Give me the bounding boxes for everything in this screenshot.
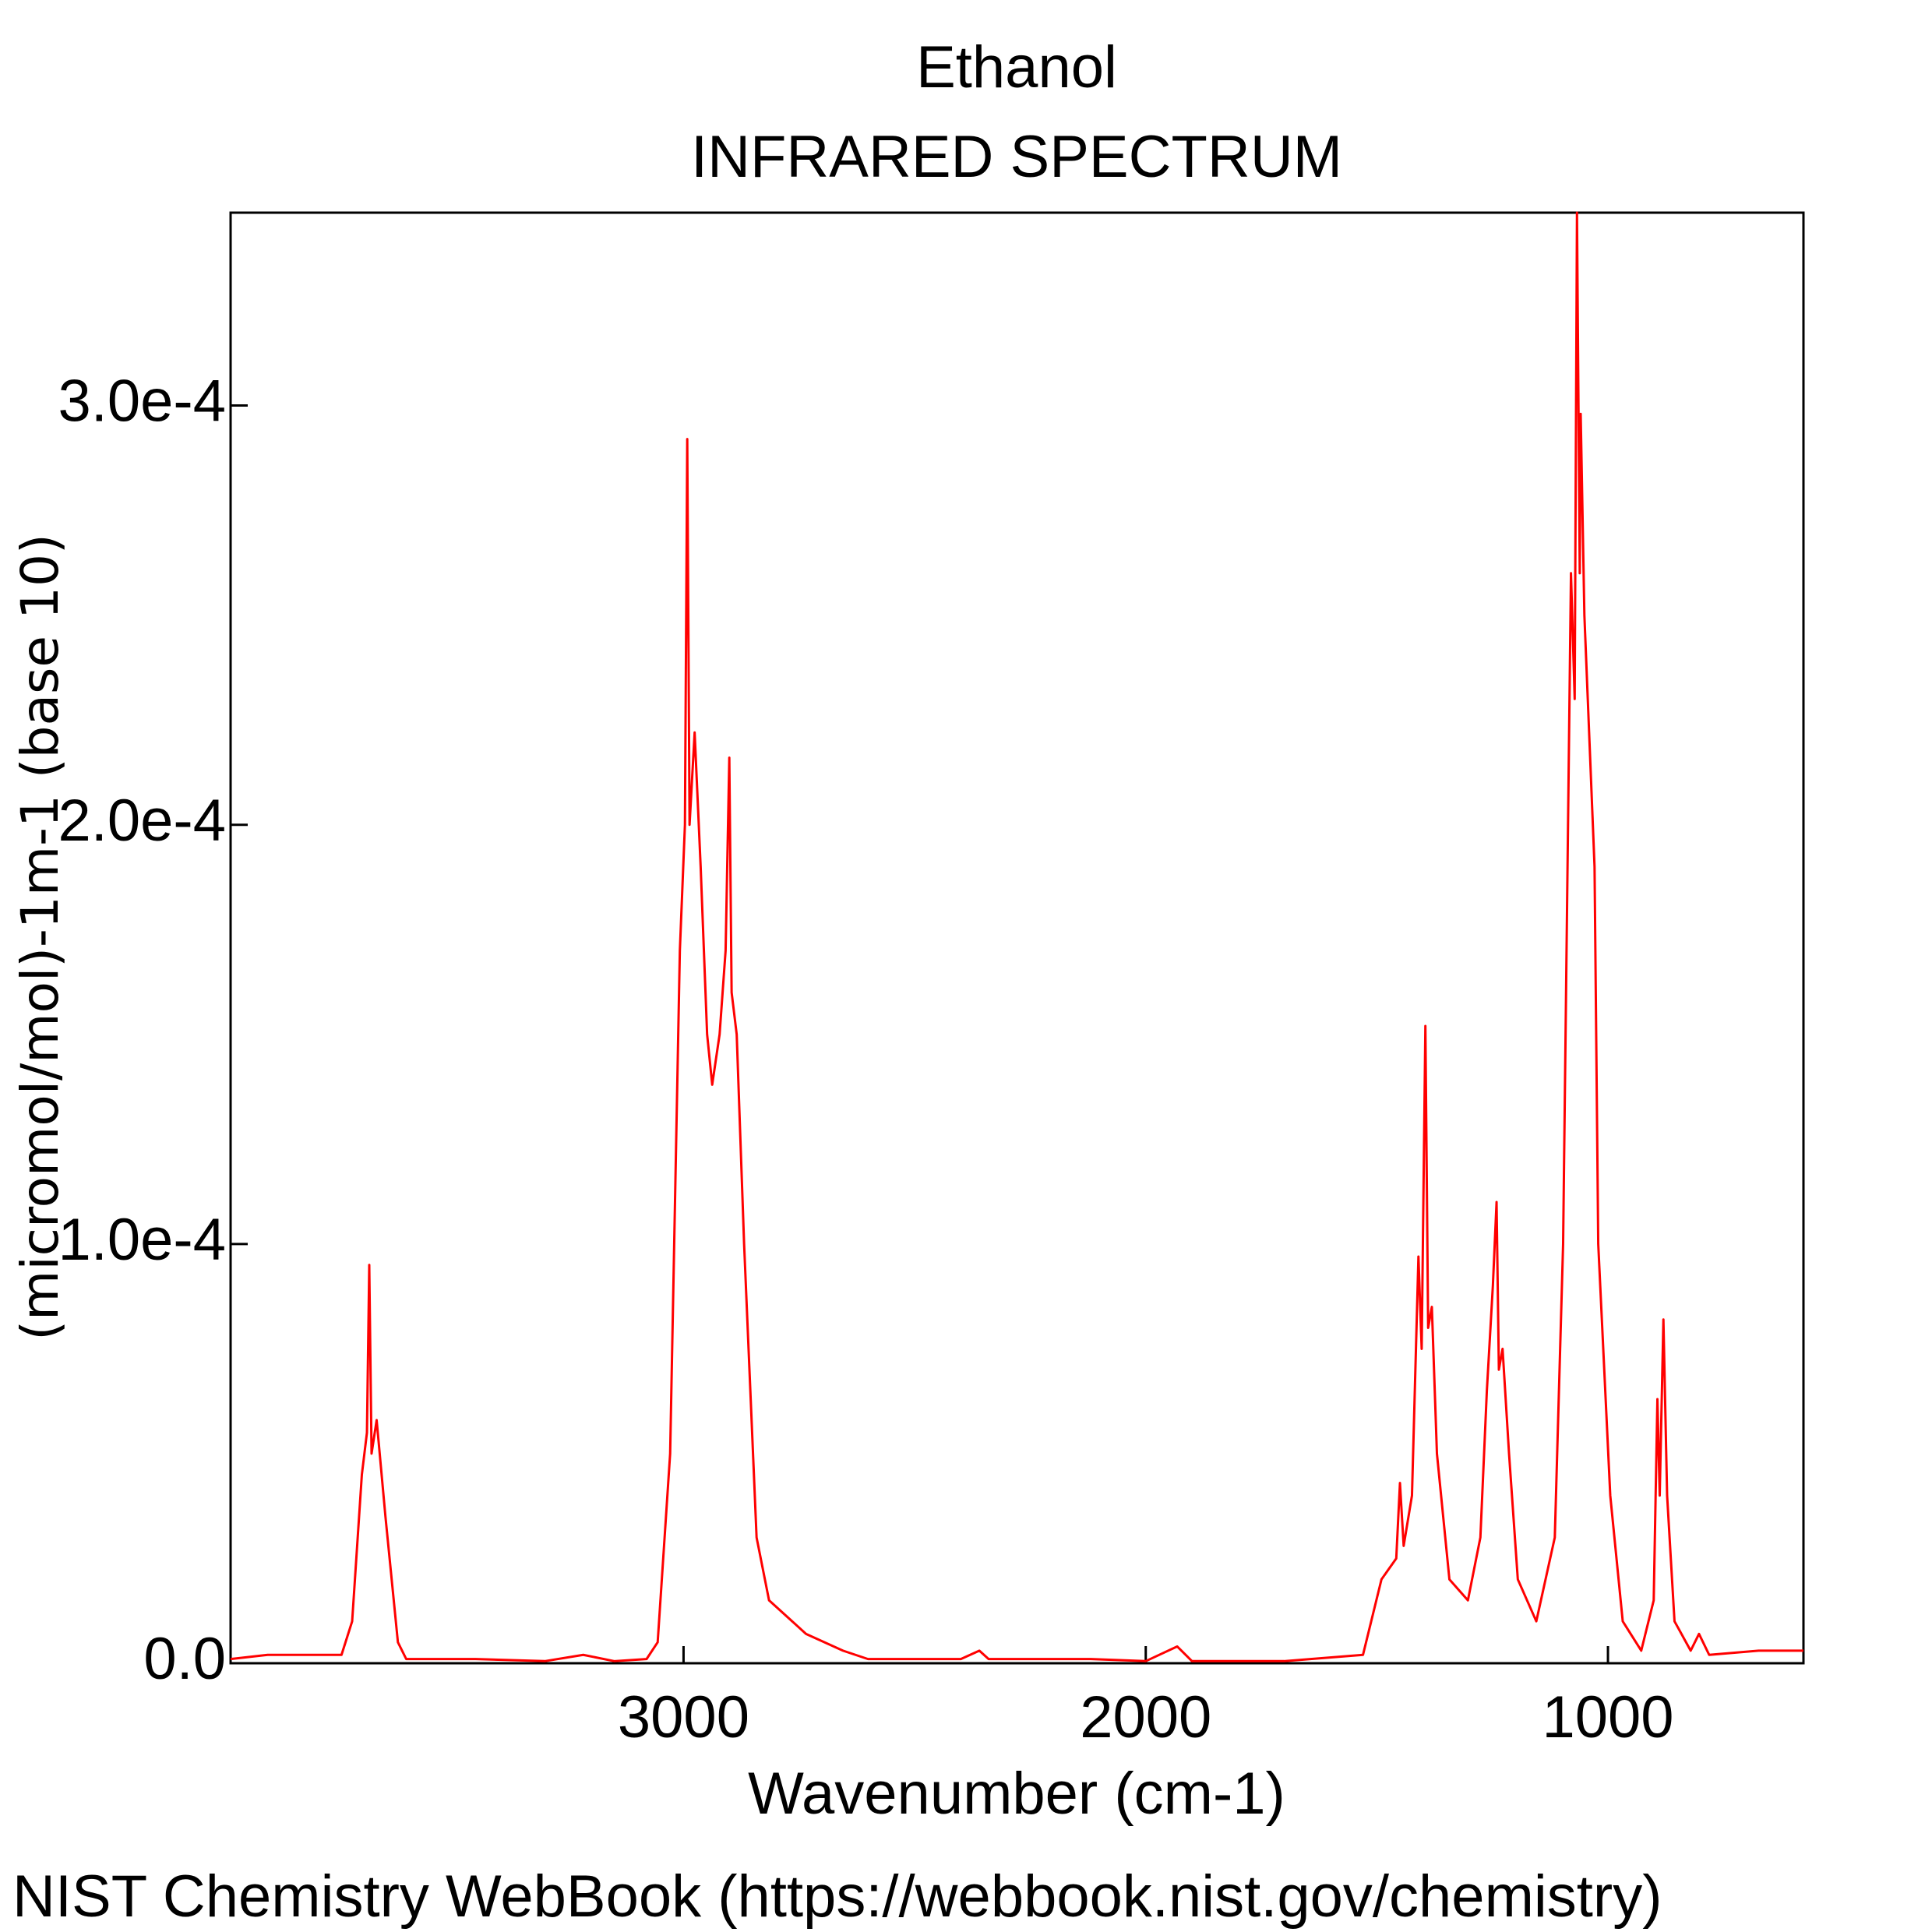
- chart-subtitle: INFRARED SPECTRUM: [691, 124, 1342, 190]
- x-tick-label: 3000: [618, 1684, 749, 1750]
- y-tick-label: 1.0e-4: [58, 1207, 227, 1273]
- y-tick-label: 2.0e-4: [58, 788, 227, 854]
- spectrum-line: [230, 211, 1803, 1662]
- x-tick-label: 2000: [1080, 1684, 1211, 1750]
- x-tick-label: 1000: [1542, 1684, 1673, 1750]
- plot-frame: [229, 211, 1805, 1665]
- y-tick-label: 0.0: [143, 1626, 226, 1692]
- y-axis-label: (micromol/mol)-1m-1 (base 10): [10, 534, 70, 1340]
- chart-title: Ethanol: [916, 34, 1117, 100]
- x-axis-label: Wavenumber (cm-1): [748, 1761, 1285, 1827]
- y-tick-label: 3.0e-4: [58, 368, 227, 435]
- source-note: NIST Chemistry WebBook (https://webbook.…: [12, 1863, 1662, 1930]
